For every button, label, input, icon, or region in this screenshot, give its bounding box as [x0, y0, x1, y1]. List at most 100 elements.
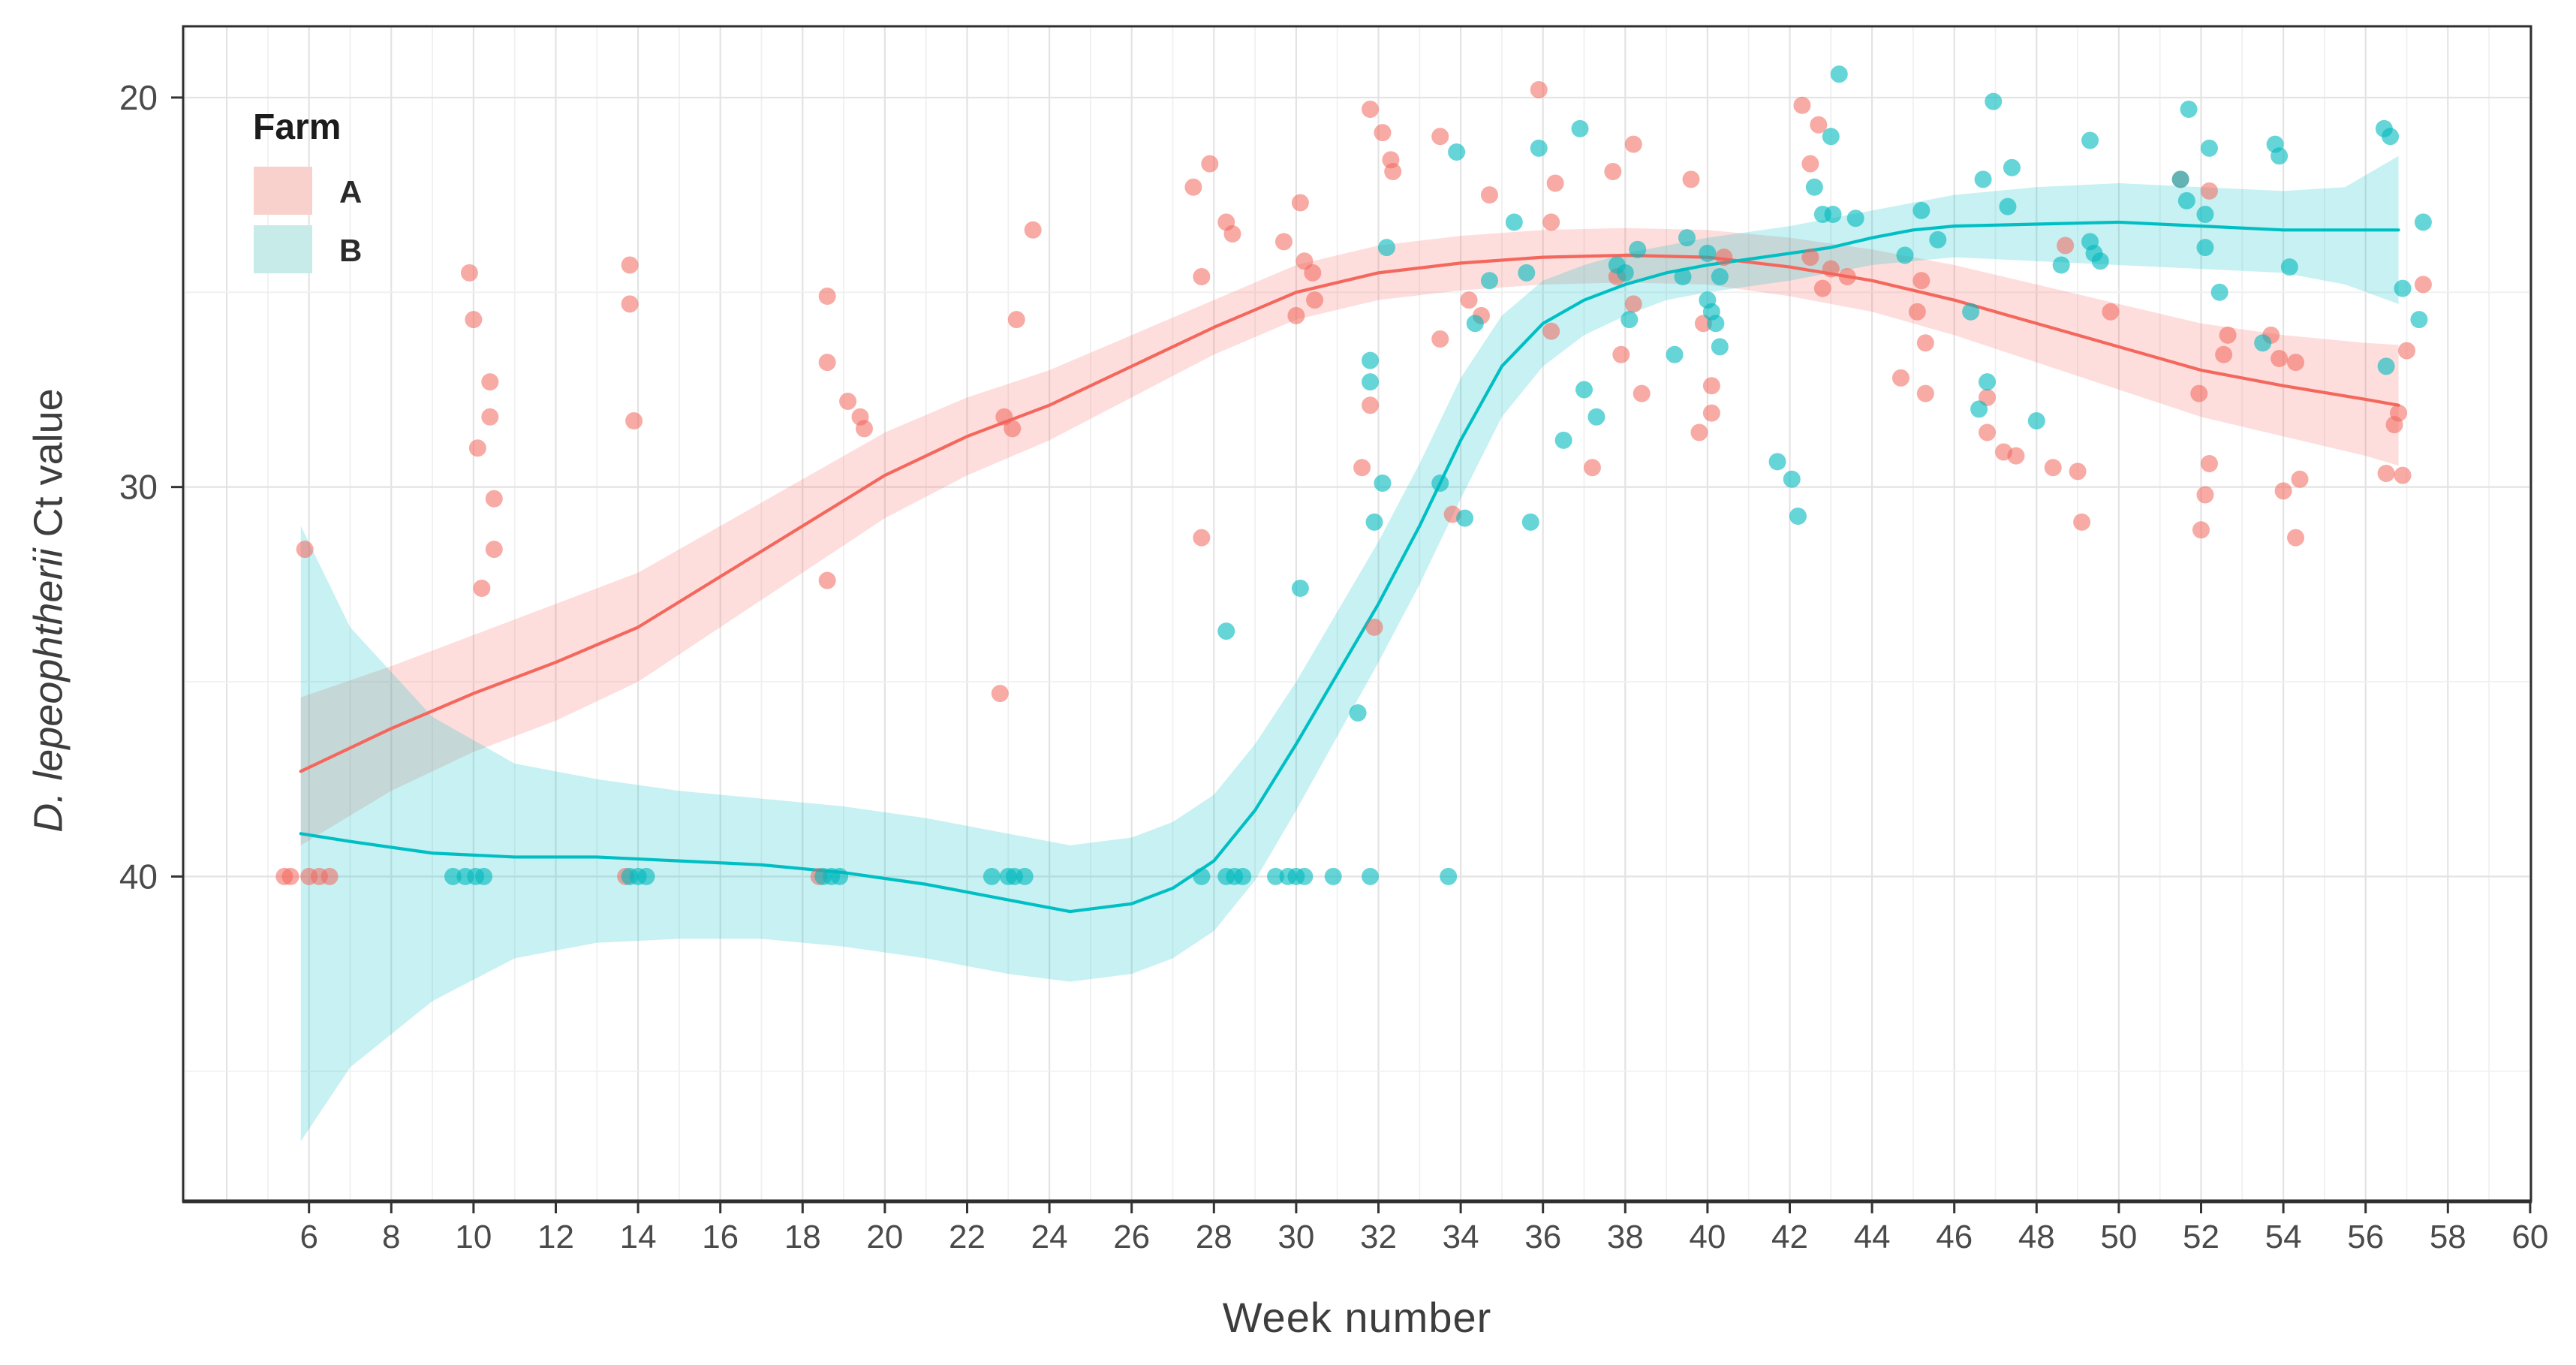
data-point-farm-b: [1362, 867, 1380, 885]
points-farm-a: [275, 81, 2432, 885]
data-point-farm-a: [1304, 264, 1322, 282]
data-point-farm-b: [2052, 256, 2070, 274]
data-point-farm-b: [1768, 453, 1786, 471]
data-point-farm-a: [2200, 182, 2218, 200]
x-tick-label: 30: [1277, 1219, 1314, 1255]
data-point-farm-b: [1616, 264, 1634, 282]
data-point-farm-a: [1291, 194, 1309, 212]
data-point-farm-a: [1822, 260, 1840, 278]
data-point-farm-b: [1377, 239, 1395, 257]
data-point-farm-b: [1571, 119, 1589, 137]
confidence-ribbon-farm-b: [300, 155, 2399, 1142]
data-point-farm-a: [1801, 155, 1819, 173]
data-point-farm-a: [1384, 162, 1402, 180]
data-point-farm-b: [2410, 311, 2428, 329]
data-point-farm-a: [1287, 306, 1305, 324]
data-point-farm-b: [1505, 213, 1523, 231]
data-point-farm-a: [855, 420, 873, 438]
data-point-farm-b: [1783, 470, 1801, 488]
data-point-farm-a: [1223, 224, 1241, 243]
data-point-farm-b: [1711, 338, 1729, 356]
data-point-farm-a: [2192, 521, 2210, 539]
y-axis-title-species: D. lepeophtherii: [26, 548, 71, 833]
data-point-farm-a: [473, 580, 491, 598]
y-axis-title: D. lepeophtherii Ct value: [26, 23, 72, 1198]
legend-swatch-a: [254, 167, 312, 215]
data-point-farm-b: [1234, 867, 1252, 885]
data-point-farm-b: [2091, 252, 2109, 270]
data-point-farm-b: [1666, 345, 1684, 363]
data-point-farm-a: [2190, 384, 2208, 402]
data-point-farm-a: [2394, 466, 2412, 484]
x-tick-label: 22: [949, 1219, 986, 1255]
data-point-farm-b: [1016, 867, 1034, 885]
data-point-farm-a: [1365, 618, 1383, 636]
data-point-farm-b: [1699, 244, 1717, 262]
data-point-farm-a: [2274, 482, 2292, 500]
data-point-farm-b: [1912, 201, 1930, 219]
data-point-farm-a: [485, 490, 503, 508]
data-point-farm-a: [1374, 124, 1392, 142]
data-point-farm-b: [1985, 92, 2003, 110]
data-point-farm-b: [1296, 867, 1314, 885]
data-point-farm-a: [2390, 404, 2408, 422]
data-point-farm-b: [1291, 580, 1309, 598]
data-point-farm-b: [1530, 139, 1548, 157]
data-point-farm-a: [818, 287, 836, 305]
data-point-farm-a: [2291, 470, 2309, 488]
data-point-farm-b: [1929, 231, 1947, 249]
smooth-line-farm-b: [299, 220, 2400, 914]
data-point-farm-a: [1891, 369, 1909, 387]
data-point-farm-b: [1518, 264, 1536, 282]
data-point-farm-b: [1575, 381, 1593, 399]
data-point-farm-a: [1542, 213, 1560, 231]
data-point-farm-b: [637, 867, 655, 885]
data-point-farm-b: [1440, 867, 1458, 885]
data-point-farm-b: [2377, 357, 2395, 375]
data-point-farm-b: [831, 867, 849, 885]
data-point-farm-a: [1690, 423, 1708, 441]
x-tick-label: 60: [2511, 1219, 2548, 1255]
data-point-farm-a: [1912, 272, 1930, 290]
data-point-farm-a: [1546, 174, 1564, 192]
data-point-farm-a: [1633, 384, 1651, 402]
data-point-farm-a: [1604, 162, 1622, 180]
data-point-farm-b: [1554, 431, 1572, 449]
data-point-farm-b: [2196, 239, 2214, 257]
data-point-farm-a: [1201, 155, 1219, 173]
x-axis-title: Week number: [1222, 1294, 1492, 1341]
data-point-farm-a: [1480, 186, 1498, 204]
data-point-farm-b: [983, 867, 1001, 885]
x-tick-label: 26: [1113, 1219, 1150, 1255]
data-point-farm-b: [1365, 513, 1383, 531]
data-point-farm-a: [1460, 291, 1478, 309]
data-point-farm-b: [2382, 128, 2400, 146]
x-tick-label: 24: [1031, 1219, 1068, 1255]
data-point-farm-b: [2210, 283, 2228, 301]
data-point-farm-a: [1583, 459, 1601, 477]
x-tick-label: 18: [784, 1219, 821, 1255]
data-point-farm-a: [1431, 128, 1449, 146]
data-point-farm-b: [1266, 867, 1284, 885]
data-point-farm-b: [1349, 704, 1367, 722]
data-point-farm-a: [481, 408, 499, 426]
data-point-farm-b: [1193, 867, 1211, 885]
data-point-farm-a: [2200, 455, 2218, 473]
data-point-farm-a: [1916, 334, 1934, 352]
data-point-farm-b: [1480, 272, 1498, 290]
data-point-farm-a: [1193, 268, 1211, 286]
data-point-farm-a: [1908, 303, 1926, 321]
data-point-farm-b: [1962, 303, 1980, 321]
data-point-farm-b: [1431, 474, 1449, 492]
x-tick-label: 14: [620, 1219, 657, 1255]
data-point-farm-b: [1587, 408, 1605, 426]
data-point-farm-a: [1624, 295, 1642, 313]
data-point-farm-b: [1629, 240, 1647, 258]
y-axis-title-rest: Ct value: [26, 388, 71, 549]
data-point-farm-b: [1789, 508, 1807, 526]
x-tick-label: 32: [1360, 1219, 1397, 1255]
series-layer: [275, 65, 2432, 1142]
legend-title: Farm: [253, 107, 341, 147]
data-point-farm-b: [2003, 158, 2021, 176]
